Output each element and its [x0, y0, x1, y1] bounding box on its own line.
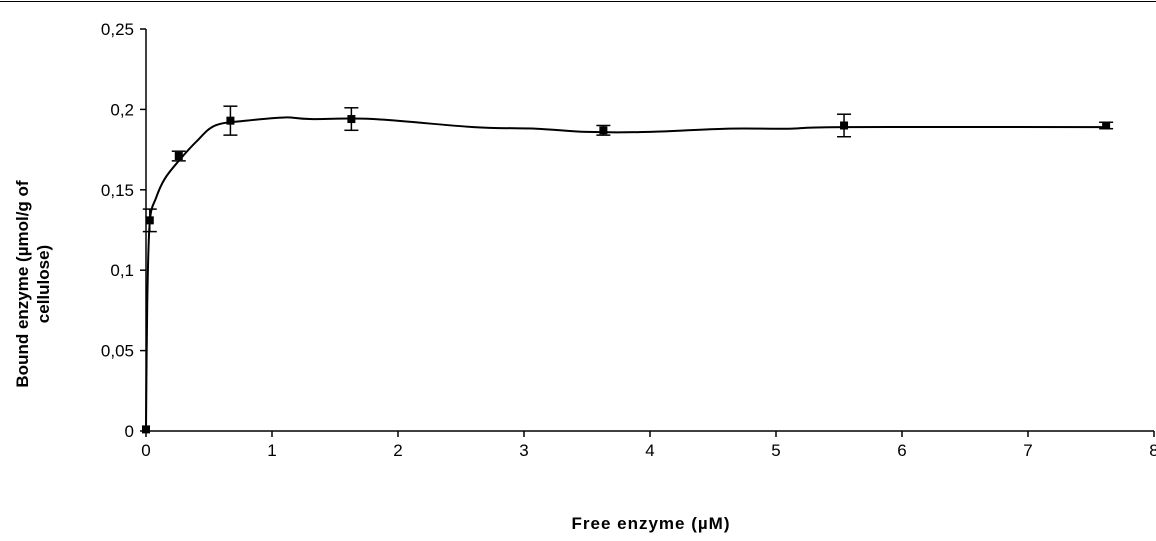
y-tick-label: 0,05	[101, 342, 134, 361]
y-axis-title: Bound enzyme (µmol/g of cellulose)	[13, 180, 53, 388]
x-tick-label: 6	[897, 441, 906, 460]
x-tick-label: 8	[1149, 441, 1156, 460]
y-axis-title-line-1: Bound enzyme (µmol/g of	[13, 180, 32, 388]
y-tick-label: 0,2	[110, 100, 134, 119]
top-border-line	[0, 1, 1156, 2]
data-point-marker	[599, 126, 608, 135]
axes	[140, 28, 1155, 437]
x-tick-label: 4	[645, 441, 654, 460]
y-tick-label: 0,1	[110, 261, 134, 280]
fit-curve	[145, 116, 1107, 430]
error-bars	[142, 105, 1114, 233]
data-point-marker	[226, 116, 235, 125]
y-axis-title-line-2: cellulose)	[34, 245, 53, 323]
y-tick-label: 0	[125, 422, 134, 441]
data-point-marker	[347, 115, 356, 124]
x-tick-label: 2	[393, 441, 402, 460]
data-points	[142, 115, 1111, 434]
tick-labels: 0 0,05 0,1 0,15 0,2 0,25 0 1 2 3 4 5 6 7 8	[101, 20, 1156, 460]
data-point-marker	[1102, 121, 1111, 130]
x-tick-label: 3	[519, 441, 528, 460]
data-point-marker	[174, 152, 183, 161]
data-point-marker	[142, 425, 150, 434]
x-tick-label: 5	[771, 441, 780, 460]
x-tick-label: 0	[141, 441, 150, 460]
y-tick-label: 0,25	[101, 20, 134, 39]
data-point-marker	[840, 121, 849, 130]
x-tick-label: 7	[1023, 441, 1032, 460]
y-tick-label: 0,15	[101, 181, 134, 200]
x-axis-title: Free enzyme (µM)	[572, 514, 731, 533]
data-point-marker	[145, 216, 154, 225]
x-tick-label: 1	[267, 441, 276, 460]
